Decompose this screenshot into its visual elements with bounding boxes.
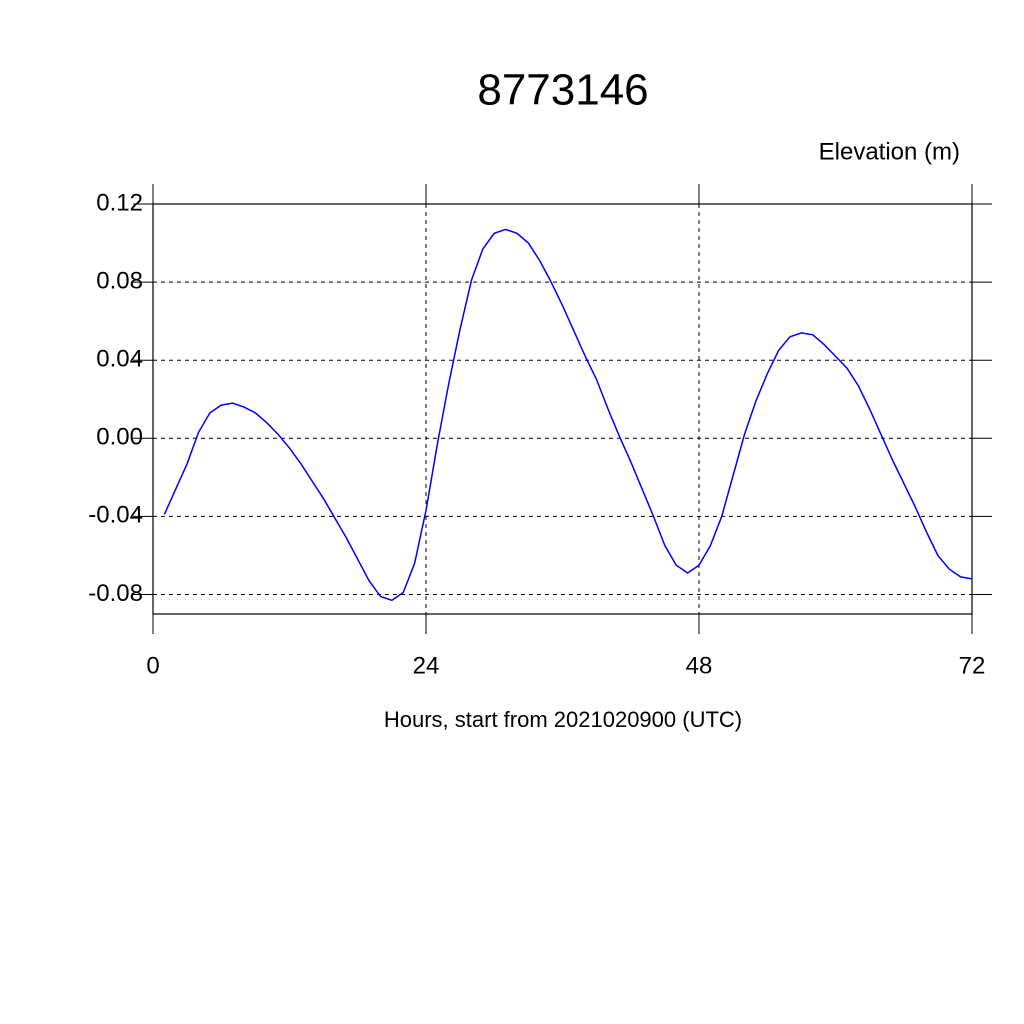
y-tick-label: -0.04 — [88, 502, 143, 529]
x-tick-label: 24 — [413, 652, 440, 679]
x-tick-label: 72 — [959, 652, 986, 679]
x-tick-label: 48 — [686, 652, 713, 679]
x-tick-label: 0 — [146, 652, 159, 679]
y-tick-label: 0.04 — [96, 346, 143, 373]
chart-title: 8773146 — [477, 66, 648, 115]
y-tick-label: -0.08 — [88, 580, 143, 607]
y-tick-label: 0.12 — [96, 189, 143, 216]
data-line — [163, 228, 973, 602]
y-axis-label: Elevation (m) — [819, 138, 960, 165]
plot-frame — [152, 203, 973, 615]
y-tick-label: 0.08 — [96, 267, 143, 294]
x-axis-label: Hours, start from 2021020900 (UTC) — [384, 707, 742, 732]
y-tick-label: 0.00 — [96, 424, 143, 451]
